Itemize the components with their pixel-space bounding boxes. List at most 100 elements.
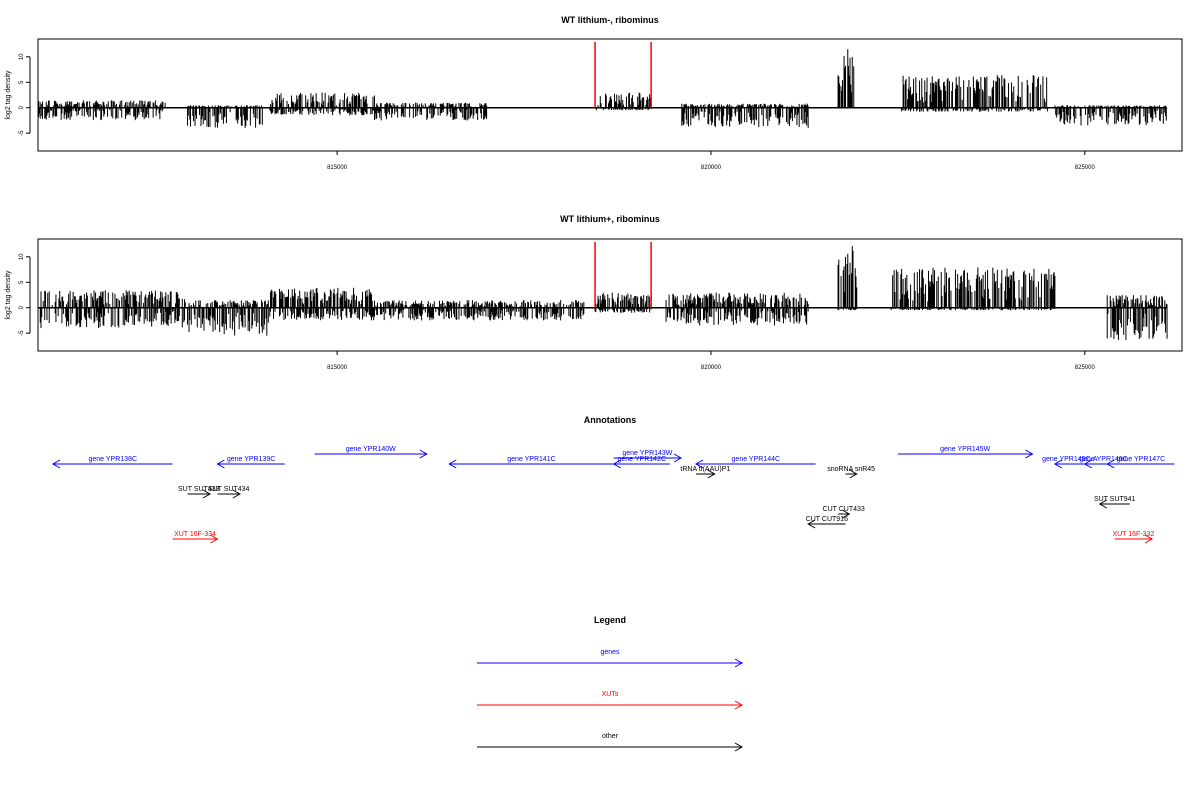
annotation-arrow-head: [849, 469, 858, 479]
annotation-label: XUT 16F-332: [1112, 531, 1154, 538]
annotation-feature: gene YPR145W: [897, 446, 1034, 459]
x-tick-label: 820000: [701, 165, 722, 171]
legend-arrow-head: [734, 658, 744, 668]
annotation-feature: SUT SUT433: [178, 486, 220, 499]
legend-item: XUTs: [477, 691, 744, 710]
annotation-label: gene YPR142C: [618, 456, 667, 463]
annotation-arrow-head: [202, 489, 211, 499]
legend-items: genes XUTs other: [477, 649, 744, 752]
annotation-features: gene YPR138C gene YPR139C gene YPR140W gene…: [51, 446, 1175, 544]
track-panel-lithium-plus: WT lithium+, ribominus log2 tag density …: [5, 214, 1183, 371]
annotation-label: gene YPR138C: [89, 456, 138, 463]
x-tick-label: 815000: [327, 365, 348, 371]
annotation-arrow-head: [612, 459, 621, 469]
annotation-feature: CUT CUT433: [823, 506, 865, 519]
y-tick-label: -5: [19, 330, 25, 336]
annotation-label: gene YPR147C: [1117, 456, 1166, 463]
legend-label: other: [602, 733, 619, 740]
annotation-label: gene YPR143W: [622, 450, 672, 457]
y-axis: -5 0 5 10: [19, 253, 31, 336]
annotation-arrow-head: [1083, 459, 1093, 469]
annotation-arrow-head: [210, 534, 219, 544]
annotation-label: gene YPR145C-A: [1042, 456, 1098, 463]
y-tick-label: 5: [19, 80, 25, 84]
legend-item: other: [477, 733, 744, 752]
annotation-arrow-head: [419, 449, 428, 459]
y-tick-label: 10: [19, 53, 25, 60]
annotation-feature: gene YPR141C: [448, 456, 614, 469]
signal-bars: [37, 242, 1168, 341]
annotation-arrow-head: [694, 459, 704, 469]
annotation-feature: gene YPR147C: [1106, 456, 1175, 469]
annotation-feature: SUT SUT434: [208, 486, 250, 499]
y-tick-label: -5: [19, 130, 25, 136]
annotation-arrow-head: [807, 519, 816, 529]
annotation-label: XUT 16F-334: [174, 531, 216, 538]
y-tick-label: 0: [19, 105, 25, 109]
annotation-label: SUT SUT434: [208, 486, 250, 493]
annotation-feature: gene YPR145C-A: [1042, 456, 1098, 469]
y-axis: -5 0 5 10: [19, 53, 31, 136]
legend-arrow-head: [734, 742, 744, 752]
annotation-label: gene YPR140W: [346, 446, 396, 453]
annotation-feature: gene YPR142C: [612, 456, 670, 469]
annotation-feature: gene YPR139C: [216, 456, 285, 469]
y-tick-label: 5: [19, 280, 25, 284]
x-tick-label: 815000: [327, 165, 348, 171]
annotation-label: gene YPR145W: [940, 446, 990, 453]
annotation-label: snoRNA snR45: [827, 466, 875, 473]
track-panel-lithium-minus: WT lithium-, ribominus log2 tag density …: [5, 15, 1183, 171]
annotation-feature: XUT 16F-334: [172, 531, 219, 544]
annotation-feature: snoRNA snR45: [827, 466, 875, 479]
x-tick-label: 820000: [701, 365, 722, 371]
annotation-label: tRNA tI(AAU)P1: [680, 466, 730, 473]
annotation-arrow-head: [707, 469, 716, 479]
annotation-feature: gene YPR140W: [314, 446, 428, 459]
x-tick-label: 825000: [1075, 165, 1096, 171]
annotation-arrow-head: [448, 459, 457, 469]
annotation-arrow-head: [51, 459, 61, 469]
legend-arrow-head: [734, 700, 744, 710]
x-tick-label: 825000: [1075, 365, 1096, 371]
annotation-arrow-head: [232, 489, 241, 499]
annotation-label: CUT CUT433: [823, 506, 865, 513]
annotation-label: gene YPR139C: [227, 456, 276, 463]
x-axis: 815000 820000 825000: [327, 351, 1095, 371]
y-axis-label: log2 tag density: [5, 70, 12, 120]
annotation-feature: gene YPR138C: [51, 456, 173, 469]
annotation-feature: CUT CUT916: [806, 516, 848, 529]
annotation-feature: gene YPR144C: [694, 456, 816, 469]
plot-frame: [37, 38, 1183, 152]
y-tick-label: 0: [19, 305, 25, 309]
legend-item: genes: [477, 649, 744, 668]
annotation-arrow-head: [1144, 534, 1154, 544]
annotation-feature: tRNA tI(AAU)P1: [680, 466, 730, 479]
track-title: WT lithium+, ribominus: [560, 214, 660, 224]
legend-label: XUTs: [602, 691, 619, 698]
annotation-label: SUT SUT941: [1094, 496, 1136, 503]
annotation-arrow-head: [1053, 459, 1063, 469]
annotation-arrow-head: [1025, 449, 1034, 459]
annotation-label: gene YPR146C: [1079, 456, 1128, 463]
annotation-label: SUT SUT433: [178, 486, 220, 493]
signal-bars: [37, 42, 1168, 128]
annotation-arrow-head: [216, 459, 225, 469]
annotation-arrow-head: [1098, 499, 1107, 509]
annotation-label: CUT CUT916: [806, 516, 848, 523]
legend-title: Legend: [594, 615, 626, 625]
plot-frame: [37, 238, 1183, 352]
annotation-feature: SUT SUT941: [1094, 496, 1136, 509]
annotation-feature: XUT 16F-332: [1112, 531, 1154, 544]
legend-panel: Legend genes XUTs other: [477, 615, 744, 752]
annotation-arrow-head: [842, 509, 851, 519]
annotation-feature: gene YPR143W: [613, 450, 683, 463]
annotation-label: gene YPR144C: [732, 456, 781, 463]
x-axis: 815000 820000 825000: [327, 151, 1095, 171]
y-axis-label: log2 tag density: [5, 270, 12, 320]
annotation-arrow-head: [673, 453, 683, 463]
track-title: WT lithium-, ribominus: [561, 15, 659, 25]
annotations-panel: Annotations gene YPR138C gene YPR139Cgene…: [51, 415, 1175, 544]
legend-label: genes: [600, 649, 620, 656]
annotation-arrow-head: [1106, 459, 1115, 469]
